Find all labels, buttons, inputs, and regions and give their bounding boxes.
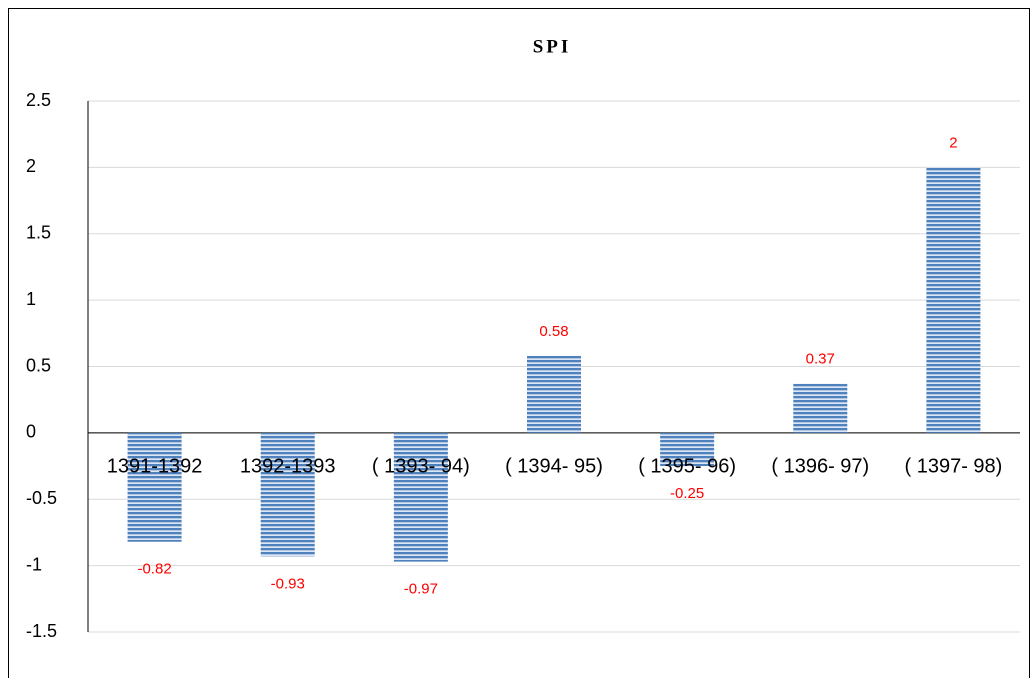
x-tick-label: 1391-1392 <box>107 455 203 477</box>
x-tick-label: 1392-1393 <box>240 455 336 477</box>
chart-frame <box>8 8 1030 678</box>
data-label: 0.37 <box>806 351 835 368</box>
y-tick-label: 0.5 <box>26 355 51 375</box>
bar <box>393 432 448 562</box>
y-tick-label: 0 <box>26 422 36 442</box>
data-label: -0.97 <box>404 581 438 598</box>
data-label: -0.82 <box>137 561 171 578</box>
x-tick-label: ( 1395- 96) <box>638 455 736 477</box>
bar <box>660 432 715 467</box>
y-tick-label: 2.5 <box>26 90 51 110</box>
y-tick-label: -0.5 <box>26 488 57 508</box>
x-tick-label: ( 1393- 94) <box>372 455 470 477</box>
y-tick-label: -1.5 <box>26 621 57 641</box>
x-tick-label: ( 1397- 98) <box>905 455 1003 477</box>
chart-title: SPI <box>533 36 572 57</box>
data-label: -0.25 <box>670 485 704 502</box>
y-tick-label: 1 <box>26 289 36 309</box>
x-tick-label: ( 1394- 95) <box>505 455 603 477</box>
bar <box>926 167 981 433</box>
y-tick-label: 1.5 <box>26 223 51 243</box>
y-tick-label: 2 <box>26 156 36 176</box>
bar <box>793 383 848 433</box>
x-tick-label: ( 1396- 97) <box>771 455 869 477</box>
data-label: 0.58 <box>539 323 568 340</box>
bar <box>127 432 182 542</box>
data-label: 2 <box>949 134 957 151</box>
data-label: -0.93 <box>271 575 305 592</box>
bar <box>527 355 581 433</box>
bar <box>260 432 315 557</box>
y-tick-label: -1 <box>26 554 42 574</box>
